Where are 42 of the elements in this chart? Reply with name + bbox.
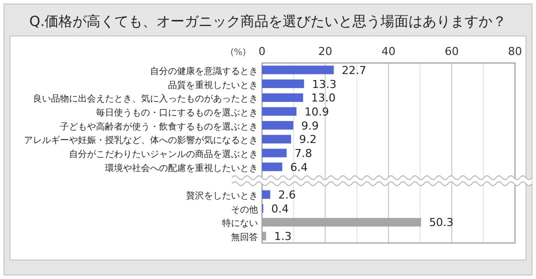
y-tick-label: 自分がこだわりたいジャンルの商品を選ぶとき xyxy=(69,149,258,160)
bar xyxy=(262,162,282,172)
data-label: 0.4 xyxy=(271,202,289,216)
y-tick-label: 品質を重視したいとき xyxy=(168,80,258,91)
data-label: 2.6 xyxy=(278,188,296,202)
data-label: 9.2 xyxy=(299,133,317,146)
bar xyxy=(262,107,296,116)
bar xyxy=(262,148,287,158)
bar xyxy=(262,218,422,227)
bar xyxy=(262,93,304,102)
data-label: 10.9 xyxy=(304,105,329,118)
chart-title: Q.価格が高くても、オーガニック商品を選びたいと思う場面はありますか？ xyxy=(29,14,507,30)
bar xyxy=(262,232,266,240)
data-label: 13.3 xyxy=(312,78,337,91)
y-tick-label: 自分の健康を意識するとき xyxy=(150,66,258,77)
y-tick-label: 環境や社会への配慮を重視したいとき xyxy=(105,162,258,174)
x-tick-label: 60 xyxy=(444,45,459,58)
y-tick-label: 良い品物に出会えたとき、気に入ったものがあったとき xyxy=(33,94,258,105)
y-tick-label: 子どもや高齢者が使う・飲食するものを選ぶとき xyxy=(60,121,258,132)
x-tick-label: 20 xyxy=(318,45,332,58)
y-tick-label: アレルギーや妊娠・授乳など、体への影響が気になるとき xyxy=(24,135,258,146)
data-label: 22.7 xyxy=(342,64,366,77)
y-tick-label: 贅沢をしたいとき xyxy=(186,190,258,202)
data-label: 9.9 xyxy=(301,119,319,132)
data-label: 50.3 xyxy=(429,216,454,230)
data-label: 13.0 xyxy=(311,92,336,105)
x-tick-label: 0 xyxy=(258,45,266,58)
x-axis-title: (%) xyxy=(230,48,246,58)
y-tick-label: 無回答 xyxy=(231,232,258,244)
bar xyxy=(262,134,292,144)
x-tick-label: 40 xyxy=(382,45,396,58)
data-label: 7.8 xyxy=(294,147,312,160)
y-tick-label: 毎日使うもの・口にするものを選ぶとき xyxy=(96,107,258,118)
bar xyxy=(262,66,334,74)
x-tick-label: 80 xyxy=(508,45,522,58)
y-tick-label: 特にない xyxy=(222,218,258,230)
y-tick-label: その他 xyxy=(231,204,258,216)
data-label: 6.4 xyxy=(290,160,308,174)
data-label: 1.3 xyxy=(274,230,292,244)
bar xyxy=(262,79,304,88)
bar xyxy=(262,190,270,199)
bar xyxy=(262,121,294,130)
